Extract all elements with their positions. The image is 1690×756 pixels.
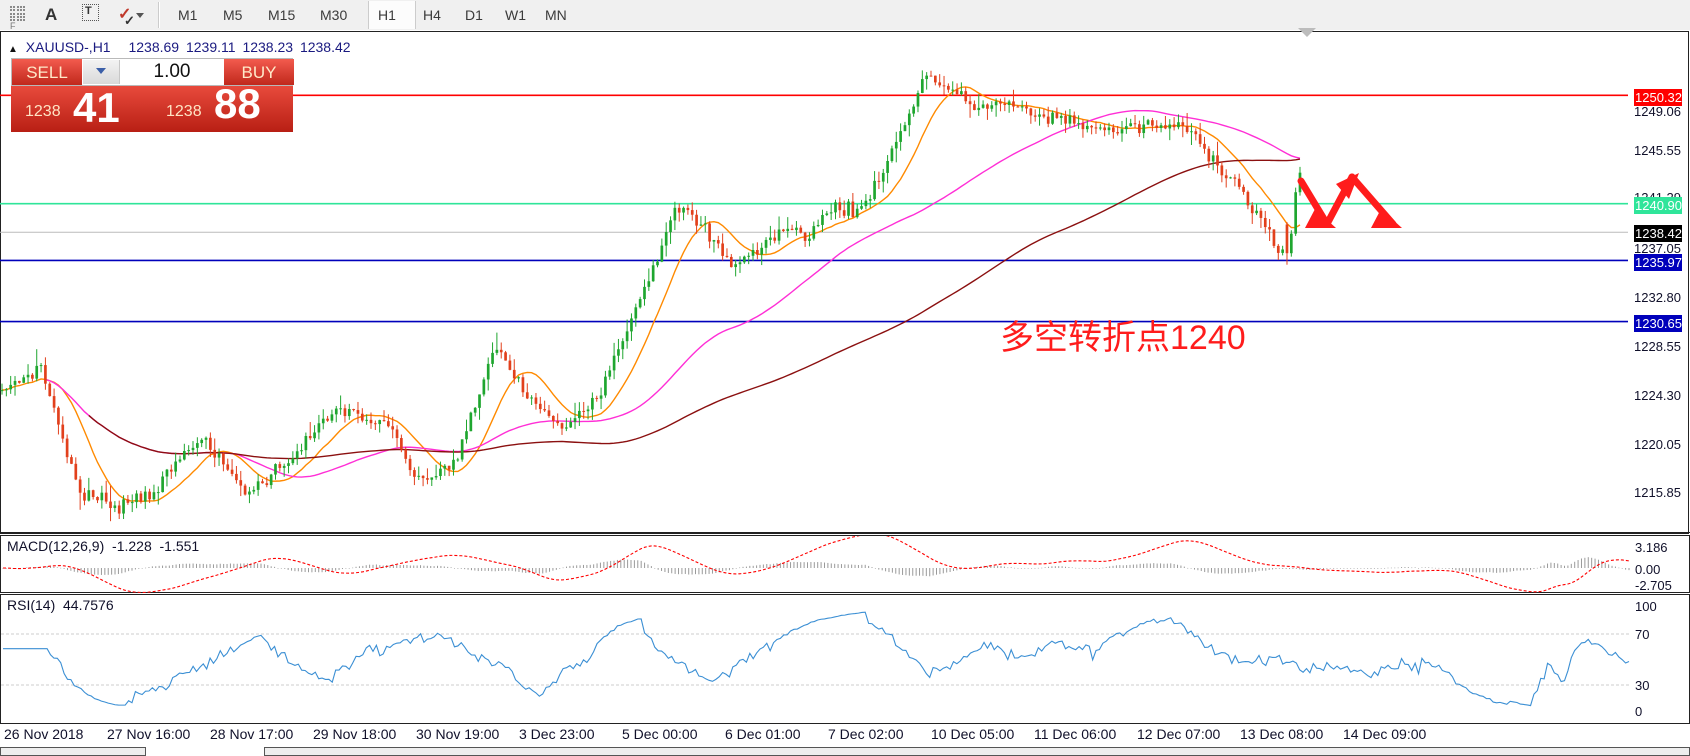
svg-text:多空转折点1240: 多空转折点1240: [1000, 319, 1246, 357]
